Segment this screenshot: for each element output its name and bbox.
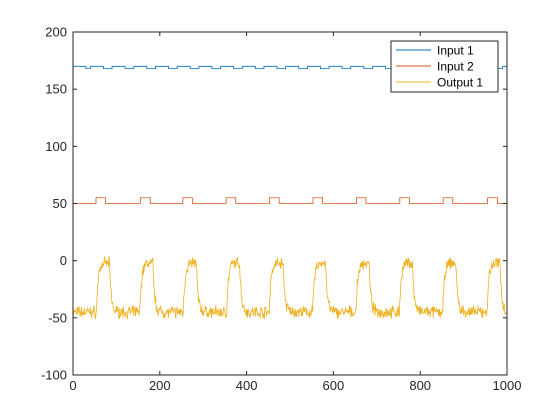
ticks-layer: 0 200 400 600 800 1000 -100 -50 0 50 100 150 200 <box>41 25 521 394</box>
y-tick-label: -50 <box>48 310 67 325</box>
legend-label-input-1: Input 1 <box>437 44 474 58</box>
legend-label-input-2: Input 2 <box>437 60 474 74</box>
axes-box <box>72 31 508 376</box>
x-tick-label: 600 <box>323 378 345 393</box>
x-tick-label: 200 <box>149 378 171 393</box>
series-line-output-1 <box>72 255 508 320</box>
x-tick-label: 400 <box>236 378 258 393</box>
legend: Input 1 Input 2 Output 1 <box>390 40 499 93</box>
y-tick-label: -100 <box>41 368 67 383</box>
x-tick-label: 0 <box>69 378 76 393</box>
x-tick-label: 1000 <box>493 378 522 393</box>
series-line-input-2 <box>73 197 507 204</box>
x-tick-label: 800 <box>409 378 431 393</box>
y-tick-label: 100 <box>45 139 67 154</box>
y-tick-label: 150 <box>45 82 67 97</box>
y-tick-label: 50 <box>53 196 67 211</box>
legend-label-output-1: Output 1 <box>437 76 483 90</box>
y-tick-label: 0 <box>60 253 67 268</box>
y-tick-label: 200 <box>45 25 67 40</box>
